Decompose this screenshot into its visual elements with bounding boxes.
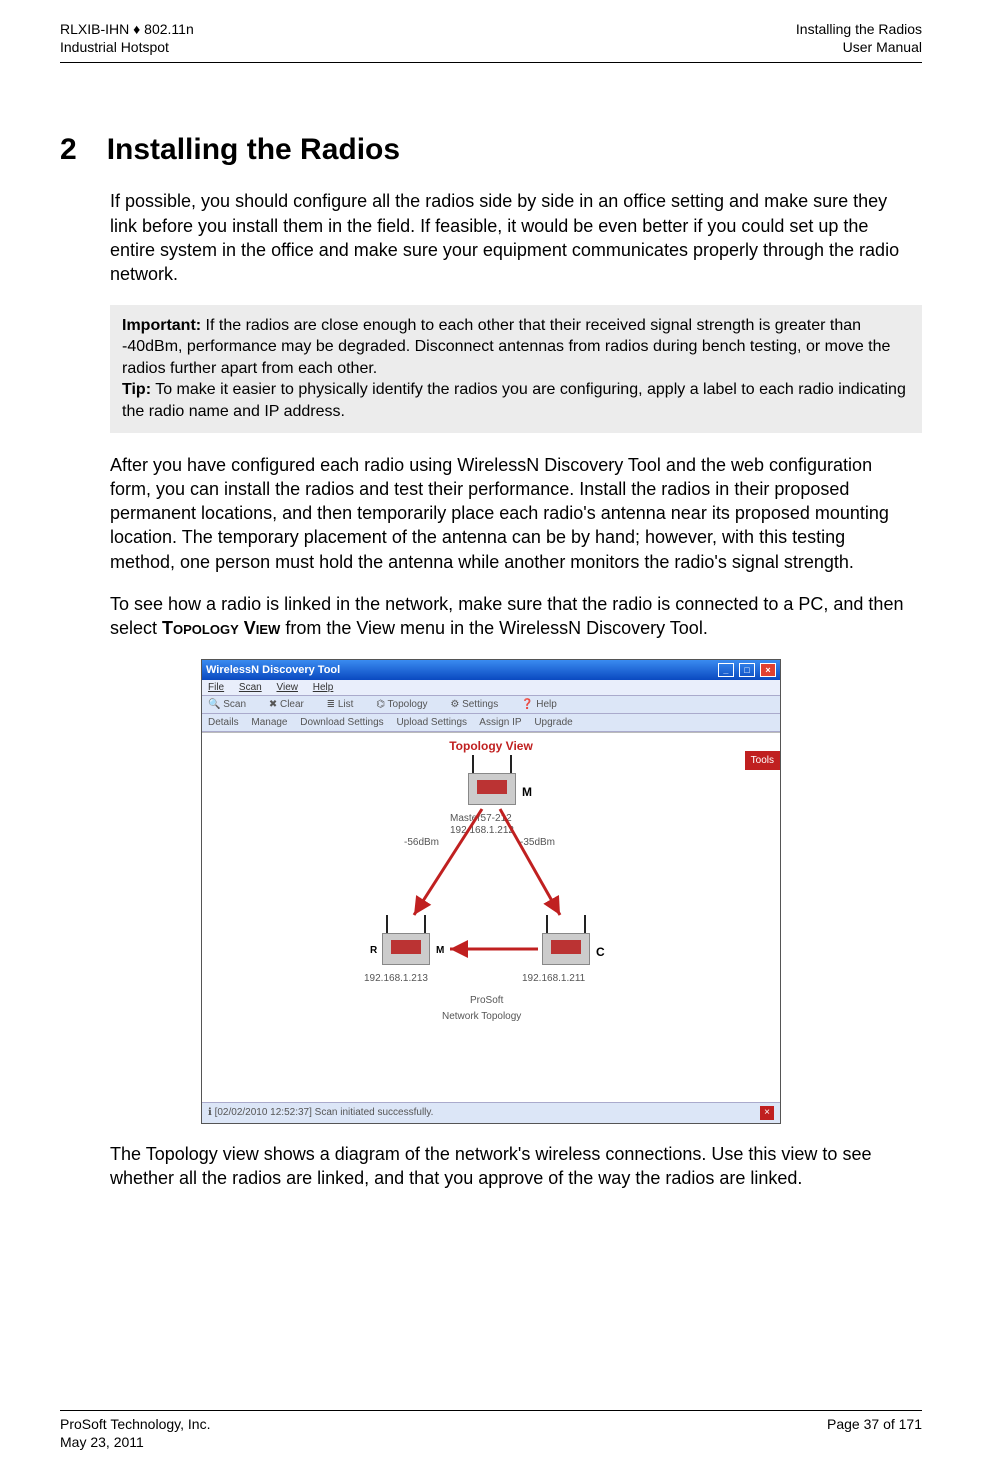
menu-view[interactable]: View <box>276 682 298 693</box>
signal-right: -35dBm <box>520 837 555 848</box>
paragraph-4: The Topology view shows a diagram of the… <box>110 1142 912 1191</box>
tb-upgrade[interactable]: Upgrade <box>534 717 572 728</box>
view-title: Topology View <box>202 733 780 753</box>
tip-label: Tip: <box>122 381 151 398</box>
tools-tab[interactable]: Tools <box>745 751 780 770</box>
tb-manage[interactable]: Manage <box>251 717 287 728</box>
device-client-role: C <box>596 945 605 959</box>
header-right-2: User Manual <box>796 38 922 56</box>
p3c: from the View menu in the WirelessN Disc… <box>280 618 708 638</box>
device-client[interactable] <box>542 933 590 965</box>
topology-screenshot: WirelessN Discovery Tool _ □ × File Scan… <box>201 659 781 1124</box>
tb-list[interactable]: ≣ List <box>327 699 364 710</box>
tb-upload[interactable]: Upload Settings <box>396 717 467 728</box>
device-repeater-ip: 192.168.1.213 <box>364 973 428 984</box>
tb-topology[interactable]: ⌬ Topology <box>376 699 437 710</box>
footer-rule <box>60 1410 922 1411</box>
header-right-1: Installing the Radios <box>796 20 922 38</box>
menu-help[interactable]: Help <box>313 682 334 693</box>
tb-scan[interactable]: 🔍 Scan <box>208 699 256 710</box>
topology-canvas: Topology View Tools M Master57-212 192.1… <box>202 732 780 1102</box>
network-sub: Network Topology <box>442 1011 521 1022</box>
device-repeater-role-M: M <box>436 945 444 956</box>
menu-file[interactable]: File <box>208 682 224 693</box>
device-master-name: Master57-212 <box>450 813 512 824</box>
header-left-1: RLXIB-IHN ♦ 802.11n <box>60 20 194 38</box>
paragraph-1: If possible, you should configure all th… <box>110 189 912 286</box>
tb-settings[interactable]: ⚙ Settings <box>450 699 508 710</box>
paragraph-3: To see how a radio is linked in the netw… <box>110 592 912 641</box>
toolbar-2: Details Manage Download Settings Upload … <box>202 714 780 732</box>
status-text: [02/02/2010 12:52:37] Scan initiated suc… <box>215 1107 434 1118</box>
window-buttons: _ □ × <box>716 663 776 677</box>
tb-help[interactable]: ❓ Help <box>521 699 567 710</box>
tb-clear[interactable]: ✖ Clear <box>269 699 314 710</box>
menubar: File Scan View Help <box>202 680 780 696</box>
toolbar-1: 🔍 Scan ✖ Clear ≣ List ⌬ Topology ⚙ Setti… <box>202 696 780 714</box>
footer-left-2: May 23, 2011 <box>60 1433 210 1451</box>
window-titlebar: WirelessN Discovery Tool _ □ × <box>202 660 780 680</box>
important-label: Important: <box>122 317 201 334</box>
close-icon[interactable]: × <box>760 663 776 677</box>
header-left-2: Industrial Hotspot <box>60 38 194 56</box>
maximize-icon[interactable]: □ <box>739 663 755 677</box>
menu-scan[interactable]: Scan <box>239 682 262 693</box>
device-repeater-role-R: R <box>370 945 377 956</box>
tb-assignip[interactable]: Assign IP <box>479 717 521 728</box>
note-box: Important: If the radios are close enoug… <box>110 305 922 433</box>
tip-text: To make it easier to physically identify… <box>122 381 906 420</box>
p3b: Topology View <box>162 618 280 638</box>
device-master[interactable] <box>468 773 516 805</box>
tb-download[interactable]: Download Settings <box>300 717 383 728</box>
status-close-icon[interactable]: × <box>760 1106 774 1120</box>
device-master-ip: 192.168.1.212 <box>450 825 514 836</box>
network-name: ProSoft <box>470 995 503 1006</box>
footer-right-1: Page 37 of 171 <box>827 1415 922 1433</box>
window-title: WirelessN Discovery Tool <box>206 664 340 676</box>
section-number: 2 <box>60 133 77 167</box>
device-repeater[interactable] <box>382 933 430 965</box>
signal-left: -56dBm <box>404 837 439 848</box>
tb-details[interactable]: Details <box>208 717 239 728</box>
statusbar: ℹ [02/02/2010 12:52:37] Scan initiated s… <box>202 1102 780 1123</box>
device-master-role: M <box>522 785 532 799</box>
important-text: If the radios are close enough to each o… <box>122 317 890 377</box>
minimize-icon[interactable]: _ <box>718 663 734 677</box>
device-client-ip: 192.168.1.211 <box>522 973 585 984</box>
section-title: Installing the Radios <box>107 133 400 167</box>
paragraph-2: After you have configured each radio usi… <box>110 453 912 574</box>
header-rule <box>60 62 922 63</box>
footer-left-1: ProSoft Technology, Inc. <box>60 1415 210 1433</box>
